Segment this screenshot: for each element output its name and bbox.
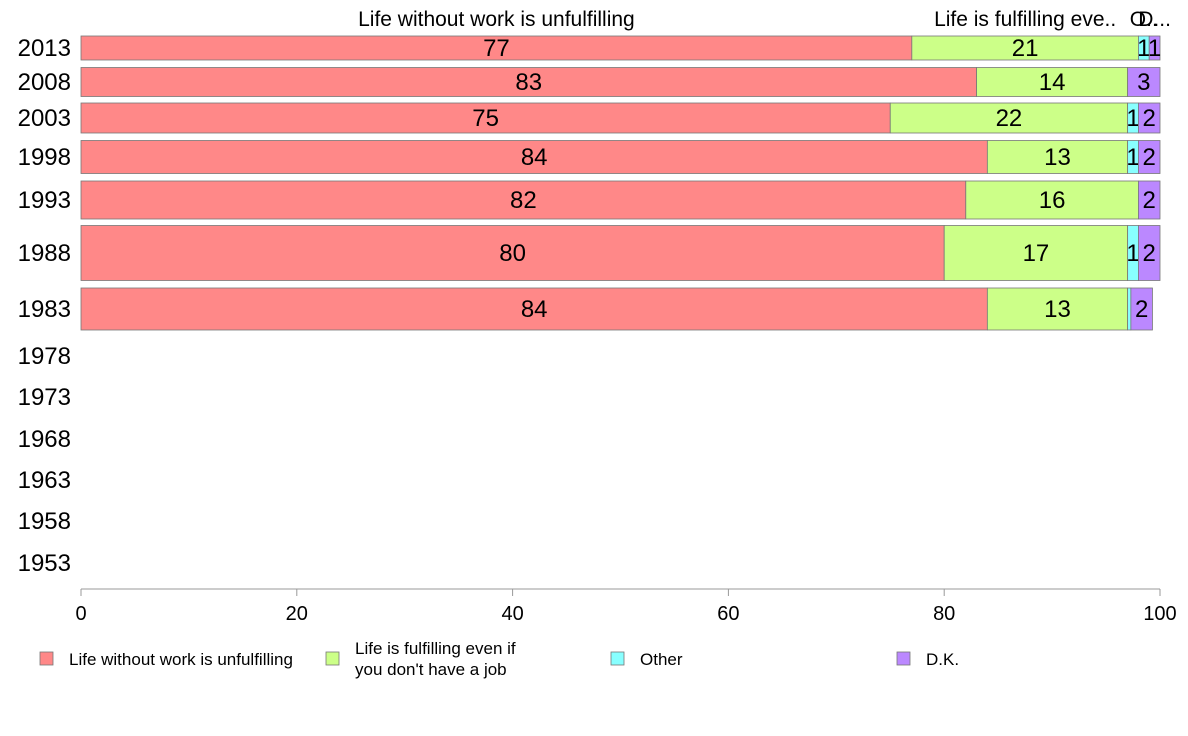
top-series-label-3: D... — [1138, 8, 1171, 31]
year-label-2008: 2008 — [18, 69, 71, 96]
bar-1983-series-2 — [1127, 287, 1132, 331]
bar-2003-series-3 — [1138, 102, 1161, 134]
legend-swatch-1 — [325, 651, 340, 666]
bar-2008-series-3 — [1127, 67, 1161, 97]
legend: Life without work is unfulfilling Life is… — [39, 639, 959, 679]
year-label-2003: 2003 — [18, 105, 71, 132]
bar-1993-series-3 — [1138, 180, 1161, 220]
bar-value-label: 1 — [1137, 35, 1150, 62]
bar-value-label: 21 — [1012, 35, 1039, 62]
top-series-label-2: O.. — [1130, 8, 1158, 31]
x-tick-label: 0 — [75, 603, 86, 625]
bar-value-label: 3 — [1137, 69, 1150, 96]
x-tick-label: 20 — [286, 603, 308, 625]
bar-value-label: 13 — [1044, 144, 1071, 171]
year-label-1968: 1968 — [18, 426, 71, 453]
bar-2013-series-1 — [911, 35, 1139, 61]
bar-value-label: 77 — [483, 35, 510, 62]
year-label-2013: 2013 — [18, 35, 71, 62]
legend-label-1: you don't have a job — [355, 660, 507, 679]
bar-value-label: 84 — [521, 296, 548, 323]
bar-value-label: 14 — [1039, 69, 1066, 96]
bar-value-label: 1 — [1148, 35, 1161, 62]
x-tick-label: 100 — [1143, 603, 1176, 625]
x-tick-label: 40 — [501, 603, 523, 625]
bar-1993-series-1 — [965, 180, 1139, 220]
bar-value-label: 17 — [1023, 240, 1050, 267]
legend-label-1: Life is fulfilling even if — [355, 639, 516, 658]
x-tick-label: 80 — [933, 603, 955, 625]
year-label-1988: 1988 — [18, 240, 71, 267]
bar-1993-series-0 — [80, 180, 967, 220]
bar-1988-series-3 — [1138, 225, 1161, 281]
top-series-label-0: Life without work is unfulfilling — [358, 8, 635, 31]
x-axis: 0 20 40 60 80 100 — [75, 588, 1177, 625]
bar-1983-series-1 — [986, 287, 1129, 331]
bar-value-label: 2 — [1143, 240, 1156, 267]
bar-value-label: 84 — [521, 144, 548, 171]
year-label-1973: 1973 — [18, 384, 71, 411]
bar-1998-series-3 — [1138, 140, 1161, 174]
year-label-1993: 1993 — [18, 187, 71, 214]
bar-2013-series-3 — [1148, 35, 1161, 61]
bar-2003-series-1 — [889, 102, 1129, 134]
top-series-label-1: Life is fulfilling eve.. — [934, 8, 1116, 31]
bar-value-label: 1 — [1126, 240, 1139, 267]
x-tick-label: 60 — [717, 603, 739, 625]
year-label-1958: 1958 — [18, 508, 71, 535]
legend-label-3: D.K. — [926, 650, 959, 669]
legend-swatch-0 — [39, 651, 54, 666]
year-axis-labels: 2013 2008 2003 1998 1993 1988 1983 1978 1973 1968… — [18, 35, 71, 577]
year-label-1998: 1998 — [18, 144, 71, 171]
bar-value-label: 2 — [1143, 105, 1156, 132]
year-label-1953: 1953 — [18, 550, 71, 577]
legend-label-2: Other — [640, 650, 683, 669]
bar-value-label: 82 — [510, 187, 537, 214]
bar-2003-series-0 — [80, 102, 891, 134]
year-label-1963: 1963 — [18, 467, 71, 494]
bar-value-label: 1 — [1126, 105, 1139, 132]
bar-value-label: 2 — [1143, 144, 1156, 171]
top-series-labels: Life without work is unfulfilling Life is… — [358, 8, 1171, 31]
year-label-1983: 1983 — [18, 296, 71, 323]
year-label-1978: 1978 — [18, 343, 71, 370]
bar-2008-series-0 — [80, 67, 977, 97]
bar-value-label: 13 — [1044, 296, 1071, 323]
legend-swatch-2 — [610, 651, 625, 666]
bar-value-label: 22 — [996, 105, 1023, 132]
bar-value-label: 80 — [499, 240, 526, 267]
bar-value-label: 75 — [472, 105, 499, 132]
bar-value-label: 83 — [515, 69, 542, 96]
bar-value-label: 1 — [1126, 144, 1139, 171]
legend-label-0: Life without work is unfulfilling — [69, 650, 293, 669]
bar-1998-series-0 — [80, 140, 988, 174]
bar-1983-series-3 — [1130, 287, 1153, 331]
bar-value-label: 2 — [1143, 187, 1156, 214]
bar-value-label: 16 — [1039, 187, 1066, 214]
legend-swatch-3 — [896, 651, 911, 666]
bar-value-label: 2 — [1135, 296, 1148, 323]
